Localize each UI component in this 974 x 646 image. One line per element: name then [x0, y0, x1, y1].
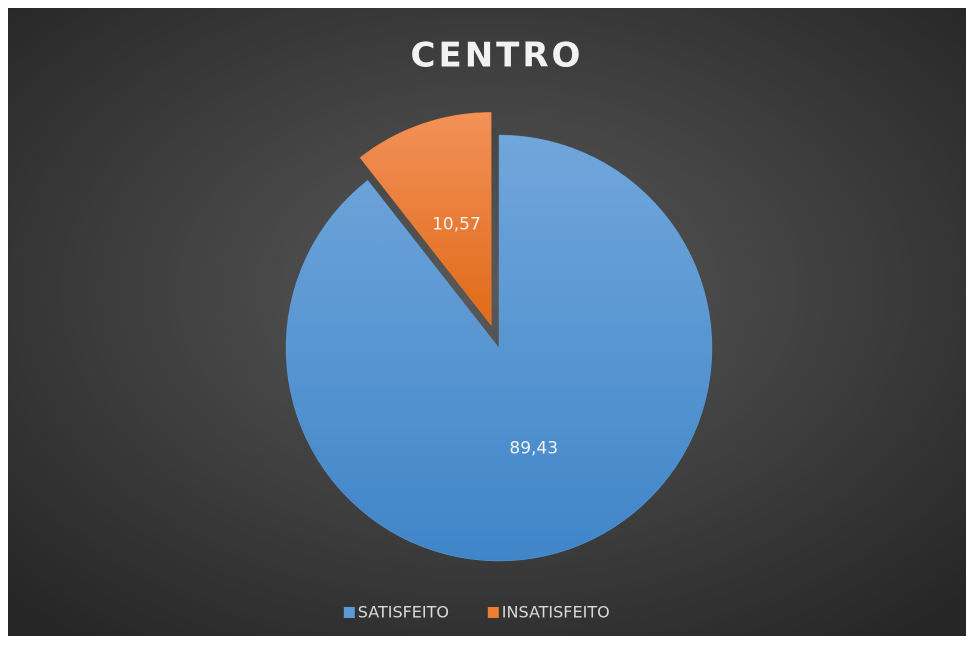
data-label: 10,57	[432, 215, 481, 235]
data-label: 89,43	[509, 439, 558, 459]
legend-swatch	[343, 607, 355, 618]
legend-swatch	[487, 607, 499, 618]
chart-title: CENTRO	[411, 36, 584, 76]
legend-label: SATISFEITO	[358, 603, 449, 622]
legend-label: INSATISFEITO	[502, 603, 610, 622]
pie-slice	[359, 112, 492, 327]
pie-slice	[285, 134, 713, 562]
